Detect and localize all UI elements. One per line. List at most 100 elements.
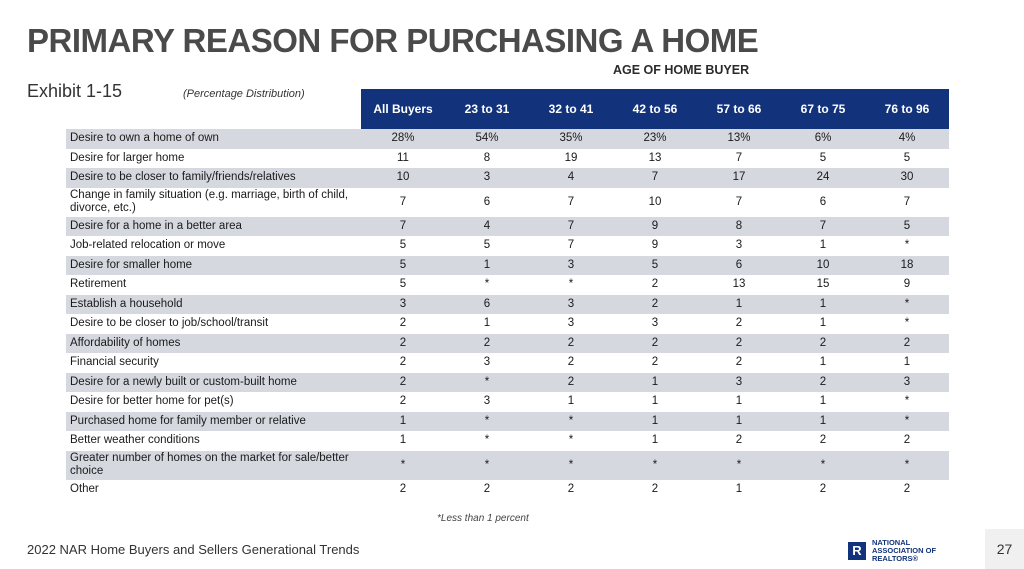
cell-value: 5 bbox=[781, 148, 865, 168]
cell-value: 15 bbox=[781, 275, 865, 295]
column-header: 76 to 96 bbox=[865, 89, 949, 129]
cell-value: 2 bbox=[613, 353, 697, 373]
cell-value: 6 bbox=[445, 187, 529, 217]
realtor-r-logo-icon: R bbox=[848, 542, 866, 560]
cell-value: 18 bbox=[865, 255, 949, 275]
cell-value: 1 bbox=[361, 431, 445, 451]
cell-value: 1 bbox=[781, 392, 865, 412]
cell-value: 1 bbox=[781, 353, 865, 373]
table-row: Desire to be closer to family/friends/re… bbox=[66, 168, 949, 188]
row-label: Desire for smaller home bbox=[66, 255, 361, 275]
cell-value: 1 bbox=[697, 294, 781, 314]
table-row: Better weather conditions 1 * * 1 2 2 2 bbox=[66, 431, 949, 451]
cell-value: 6 bbox=[781, 187, 865, 217]
table-row: Desire to be closer to job/school/transi… bbox=[66, 314, 949, 334]
row-label: Desire to own a home of own bbox=[66, 129, 361, 149]
cell-value: 2 bbox=[529, 479, 613, 499]
cell-value: 2 bbox=[781, 333, 865, 353]
row-label: Desire to be closer to job/school/transi… bbox=[66, 314, 361, 334]
logo-line: REALTORS® bbox=[872, 554, 919, 563]
cell-value: 1 bbox=[781, 294, 865, 314]
cell-value: 4 bbox=[529, 168, 613, 188]
cell-value: * bbox=[865, 294, 949, 314]
cell-value: 8 bbox=[697, 216, 781, 236]
cell-value: 1 bbox=[781, 236, 865, 256]
cell-value: * bbox=[865, 411, 949, 431]
cell-value: 6 bbox=[697, 255, 781, 275]
table-row: Desire for a home in a better area 7 4 7 9 8 7… bbox=[66, 216, 949, 236]
row-label: Purchased home for family member or rela… bbox=[66, 411, 361, 431]
cell-value: 6% bbox=[781, 129, 865, 149]
cell-value: 10 bbox=[781, 255, 865, 275]
row-label: Job-related relocation or move bbox=[66, 236, 361, 256]
cell-value: 2 bbox=[865, 431, 949, 451]
cell-value: * bbox=[445, 431, 529, 451]
cell-value: 35% bbox=[529, 129, 613, 149]
cell-value: * bbox=[445, 450, 529, 480]
cell-value: 5 bbox=[361, 236, 445, 256]
cell-value: 9 bbox=[865, 275, 949, 295]
cell-value: 13% bbox=[697, 129, 781, 149]
cell-value: * bbox=[865, 450, 949, 480]
cell-value: * bbox=[613, 450, 697, 480]
cell-value: 7 bbox=[781, 216, 865, 236]
column-header: 67 to 75 bbox=[781, 89, 865, 129]
column-header: All Buyers bbox=[361, 89, 445, 129]
row-label: Desire for larger home bbox=[66, 148, 361, 168]
table-row: Change in family situation (e.g. marriag… bbox=[66, 187, 949, 217]
row-label: Desire for better home for pet(s) bbox=[66, 392, 361, 412]
row-label: Financial security bbox=[66, 353, 361, 373]
row-label: Affordability of homes bbox=[66, 333, 361, 353]
cell-value: 30 bbox=[865, 168, 949, 188]
data-table: All Buyers 23 to 31 32 to 41 42 to 56 57… bbox=[66, 89, 949, 499]
cell-value: 7 bbox=[865, 187, 949, 217]
cell-value: 2 bbox=[781, 372, 865, 392]
cell-value: * bbox=[697, 450, 781, 480]
cell-value: 1 bbox=[781, 411, 865, 431]
cell-value: 2 bbox=[361, 333, 445, 353]
cell-value: 13 bbox=[697, 275, 781, 295]
cell-value: * bbox=[445, 411, 529, 431]
cell-value: 3 bbox=[361, 294, 445, 314]
cell-value: 3 bbox=[445, 353, 529, 373]
cell-value: 7 bbox=[613, 168, 697, 188]
column-header: 23 to 31 bbox=[445, 89, 529, 129]
header-blank-cell bbox=[66, 89, 361, 129]
cell-value: 2 bbox=[697, 431, 781, 451]
cell-value: 2 bbox=[529, 372, 613, 392]
column-header: 57 to 66 bbox=[697, 89, 781, 129]
cell-value: 2 bbox=[697, 314, 781, 334]
nar-logo: R NATIONAL ASSOCIATION OF REALTORS® bbox=[848, 539, 936, 563]
table-row: Financial security 2 3 2 2 2 1 1 bbox=[66, 353, 949, 373]
cell-value: 2 bbox=[613, 275, 697, 295]
cell-value: 5 bbox=[613, 255, 697, 275]
cell-value: 7 bbox=[361, 216, 445, 236]
cell-value: 2 bbox=[361, 392, 445, 412]
cell-value: 1 bbox=[361, 411, 445, 431]
cell-value: 3 bbox=[697, 236, 781, 256]
table-header-row: All Buyers 23 to 31 32 to 41 42 to 56 57… bbox=[66, 89, 949, 129]
cell-value: 24 bbox=[781, 168, 865, 188]
cell-value: 2 bbox=[865, 333, 949, 353]
cell-value: 4% bbox=[865, 129, 949, 149]
cell-value: 7 bbox=[529, 187, 613, 217]
cell-value: * bbox=[445, 372, 529, 392]
cell-value: 2 bbox=[781, 431, 865, 451]
cell-value: 3 bbox=[865, 372, 949, 392]
table-row: Affordability of homes 2 2 2 2 2 2 2 bbox=[66, 333, 949, 353]
cell-value: 2 bbox=[613, 333, 697, 353]
table-row: Desire for a newly built or custom-built… bbox=[66, 372, 949, 392]
cell-value: 1 bbox=[697, 479, 781, 499]
cell-value: 17 bbox=[697, 168, 781, 188]
cell-value: 5 bbox=[445, 236, 529, 256]
cell-value: 1 bbox=[613, 372, 697, 392]
cell-value: 2 bbox=[361, 314, 445, 334]
cell-value: 2 bbox=[781, 479, 865, 499]
cell-value: 19 bbox=[529, 148, 613, 168]
source-text: 2022 NAR Home Buyers and Sellers Generat… bbox=[27, 542, 360, 557]
row-label: Retirement bbox=[66, 275, 361, 295]
cell-value: 2 bbox=[445, 333, 529, 353]
footnote: *Less than 1 percent bbox=[437, 513, 529, 524]
cell-value: * bbox=[361, 450, 445, 480]
cell-value: 5 bbox=[361, 275, 445, 295]
